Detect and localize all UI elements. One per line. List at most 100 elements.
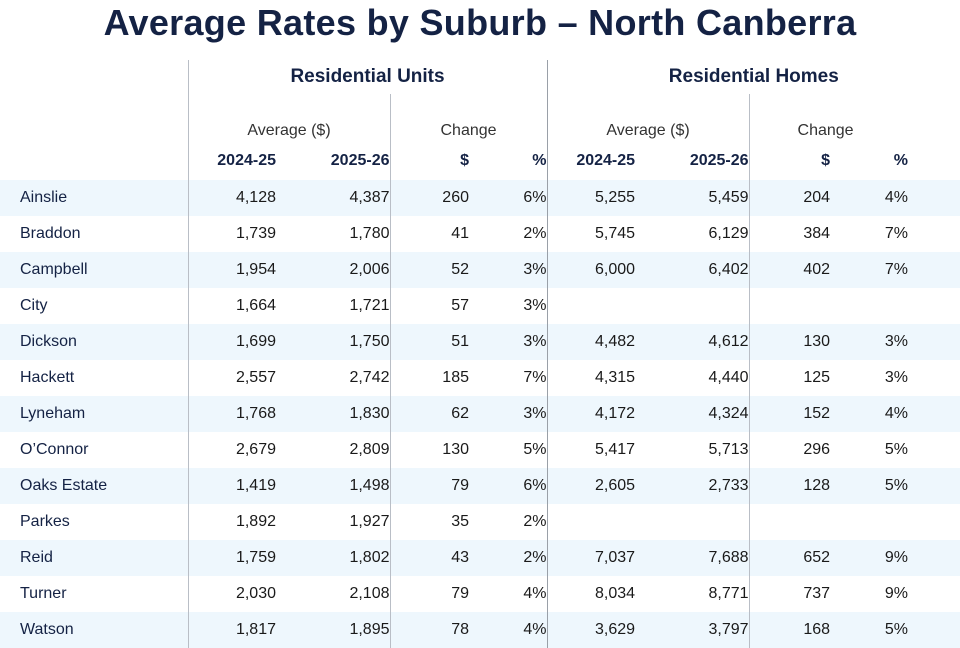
col-header-units-pct: % [532,152,547,169]
row-spacer [908,324,960,360]
suburb-cell: Oaks Estate [20,477,108,494]
page-title: Average Rates by Suburb – North Canberra [103,2,857,43]
units-2025-26-cell: 2,809 [349,441,390,458]
row-spacer [908,252,960,288]
units-change-dollar-cell: 57 [389,288,469,324]
homes-change-pct-cell: 5% [884,441,909,458]
homes-change-dollar-cell: 737 [748,576,831,612]
homes-2024-25-cell: 3,629 [546,612,636,648]
homes-change-pct-cell: 9% [884,549,909,566]
table-row: Reid 1,759 1,802 43 2% 7,037 7,688 652 9% [0,540,960,576]
homes-change-pct-cell: 7% [884,261,909,278]
homes-2024-25-cell: 8,034 [546,576,636,612]
row-spacer [908,612,960,648]
homes-change-dollar-cell: 204 [748,180,831,216]
units-2024-25-cell: 1,892 [187,504,276,540]
suburb-cell: Hackett [20,369,75,386]
units-change-pct-cell: 3% [523,333,547,350]
homes-2025-26-cell: 4,324 [708,405,749,422]
header-spacer [0,146,188,180]
homes-change-pct-cell: 4% [884,405,909,422]
col-header-homes-2024-25: 2024-25 [546,146,636,180]
row-spacer [908,396,960,432]
table-row: Oaks Estate 1,419 1,498 79 6% 2,605 2,733 128 5% [0,468,960,504]
table-row: City 1,664 1,721 57 3% [0,288,960,324]
units-2025-26-cell: 1,830 [349,405,390,422]
homes-2024-25-cell: 4,315 [546,360,636,396]
row-spacer [908,468,960,504]
units-change-dollar-cell: 79 [389,576,469,612]
units-2024-25-cell: 1,664 [187,288,276,324]
homes-2025-26-cell: 5,713 [708,441,749,458]
suburb-cell: City [20,297,48,314]
units-change-pct-cell: 4% [523,585,547,602]
units-2024-25-cell: 1,768 [187,396,276,432]
homes-change-dollar-cell [748,504,831,540]
table-row: Lyneham 1,768 1,830 62 3% 4,172 4,324 152 4% [0,396,960,432]
table-row: Turner 2,030 2,108 79 4% 8,034 8,771 737 9% [0,576,960,612]
units-2025-26-cell: 1,895 [349,621,390,638]
row-spacer [908,504,960,540]
units-change-pct-cell: 4% [523,621,547,638]
col-header-homes-dollar: $ [748,146,831,180]
subheader-units-change: Change [389,94,548,146]
units-2025-26-cell: 1,721 [349,297,390,314]
units-change-pct-cell: 5% [523,441,547,458]
row-spacer [908,180,960,216]
units-2024-25-cell: 1,699 [187,324,276,360]
units-change-dollar-cell: 260 [389,180,469,216]
units-change-dollar-cell: 52 [389,252,469,288]
header-spacer [908,146,960,180]
units-2025-26-cell: 1,750 [349,333,390,350]
units-change-pct-cell: 3% [523,405,547,422]
homes-change-pct-cell: 3% [884,369,909,386]
homes-2024-25-cell [546,288,636,324]
homes-2025-26-cell: 4,440 [708,369,749,386]
units-2024-25-cell: 1,817 [187,612,276,648]
homes-2025-26-cell: 6,129 [708,225,749,242]
homes-change-pct-cell [830,504,908,540]
table-row: Braddon 1,739 1,780 41 2% 5,745 6,129 384 7% [0,216,960,252]
units-change-dollar-cell: 35 [389,504,469,540]
homes-2025-26-cell: 6,402 [708,261,749,278]
homes-2025-26-cell: 2,733 [708,477,749,494]
suburb-cell: Dickson [20,333,77,350]
units-change-dollar-cell: 185 [389,360,469,396]
homes-change-dollar-cell: 384 [748,216,831,252]
suburb-cell: Watson [20,621,74,638]
subheader-homes-change: Change [748,94,960,146]
units-change-dollar-cell: 78 [389,612,469,648]
units-2024-25-cell: 2,679 [187,432,276,468]
homes-change-dollar-cell: 168 [748,612,831,648]
col-header-homes-pct: % [893,152,909,169]
suburb-cell: Lyneham [20,405,86,422]
homes-change-pct-cell: 7% [884,225,909,242]
homes-2025-26-cell [635,504,749,540]
units-change-dollar-cell: 41 [389,216,469,252]
col-header-units-2025-26: 2025-26 [330,152,390,169]
homes-change-dollar-cell: 125 [748,360,831,396]
units-change-pct-cell: 2% [523,549,547,566]
header-spacer [0,60,188,94]
homes-change-dollar-cell: 130 [748,324,831,360]
suburb-cell: Turner [20,585,67,602]
suburb-cell: Parkes [20,513,70,530]
units-change-dollar-cell: 43 [389,540,469,576]
units-2024-25-cell: 1,759 [187,540,276,576]
units-2025-26-cell: 1,927 [349,513,390,530]
table-row: Hackett 2,557 2,742 185 7% 4,315 4,440 125 3% [0,360,960,396]
homes-change-pct-cell: 3% [884,333,909,350]
units-change-dollar-cell: 79 [389,468,469,504]
homes-2025-26-cell [635,288,749,324]
units-2025-26-cell: 4,387 [349,189,390,206]
homes-2024-25-cell: 4,482 [546,324,636,360]
suburb-cell: Braddon [20,225,81,242]
units-2025-26-cell: 2,108 [349,585,390,602]
row-spacer [908,576,960,612]
col-header-homes-2025-26: 2025-26 [689,152,749,169]
units-change-pct-cell: 2% [523,513,547,530]
row-spacer [908,540,960,576]
header-spacer [0,94,188,146]
subheader-homes-average: Average ($) [546,94,750,146]
table-row: Dickson 1,699 1,750 51 3% 4,482 4,612 130 3% [0,324,960,360]
